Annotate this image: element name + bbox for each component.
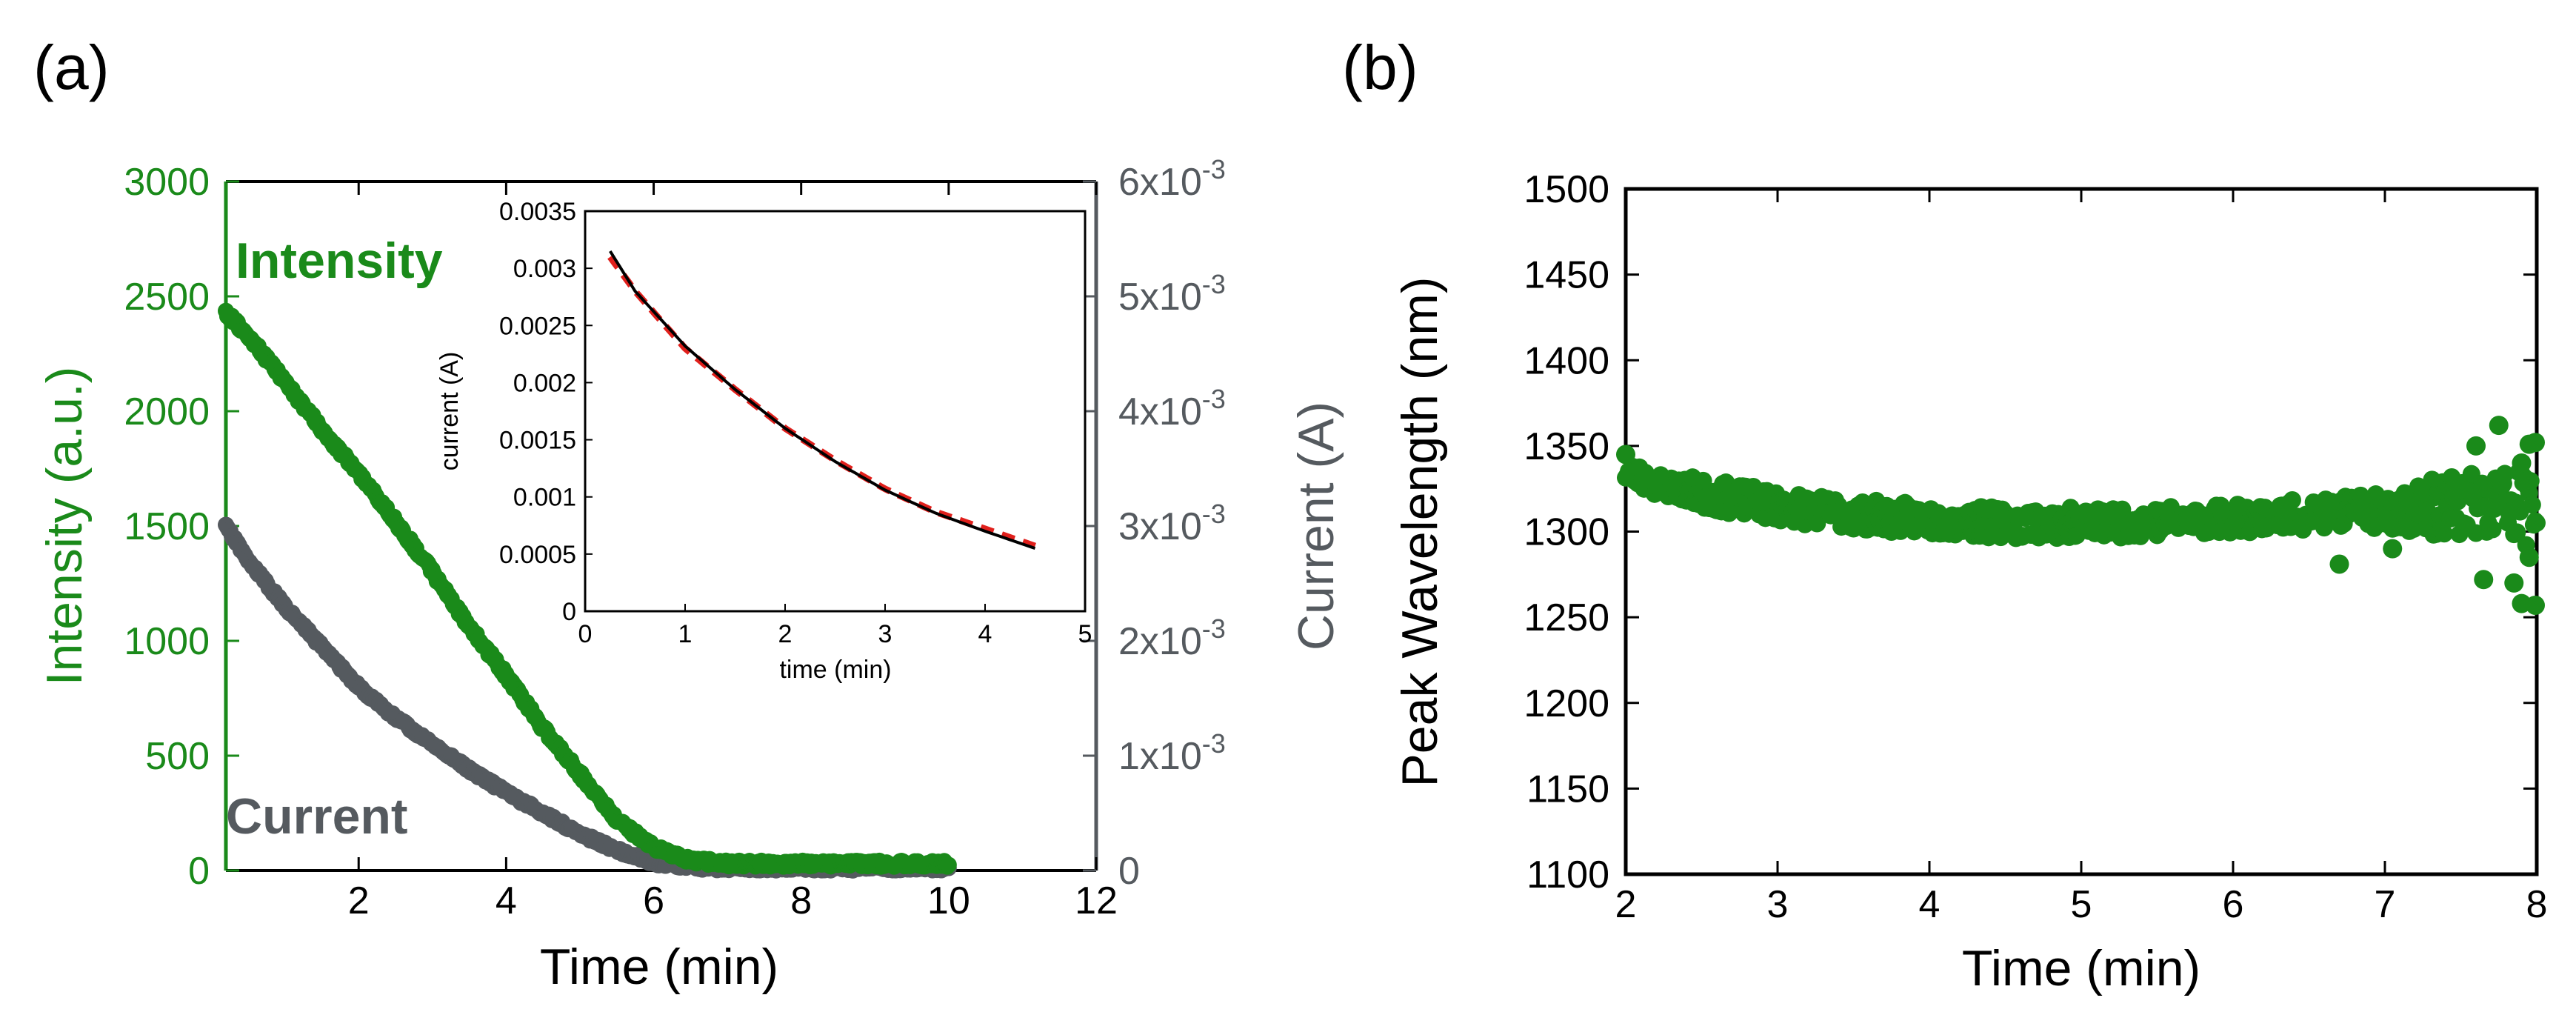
b-x-axis-label: Time (min): [1962, 940, 2200, 996]
wavelength-point: [2435, 525, 2453, 543]
a-x-tick-label: 6: [643, 879, 664, 922]
a-y-ticks-left: 0 500 1000 1500 2000 2500 3000: [124, 161, 239, 893]
a-x-tick-label: 2: [348, 879, 370, 922]
inset-y-tick-label: 0.0015: [499, 427, 576, 455]
wavelength-point: [1808, 514, 1826, 533]
b-y-tick-label: 1400: [1524, 339, 1609, 382]
inset-x-tick-label: 0: [578, 620, 593, 648]
a-series: [218, 302, 957, 879]
a-x-tick-label: 12: [1075, 879, 1118, 922]
b-y-tick-label: 1500: [1524, 168, 1609, 211]
b-x-tick-label: 7: [2375, 883, 2396, 926]
b-y-tick-label: 1350: [1524, 425, 1609, 468]
wavelength-outlier: [2383, 539, 2403, 559]
inset-fit-line: [609, 250, 1036, 550]
panel-b-label: (b): [1342, 33, 1418, 102]
inset-x-tick-label: 1: [678, 620, 693, 648]
a-y-tick-label-left: 2000: [124, 390, 210, 433]
b-y-axis-label: Peak Wavelength (nm): [1392, 276, 1448, 787]
wavelength-point: [2483, 520, 2502, 539]
wavelength-outlier: [1616, 445, 1635, 465]
inset-y-axis-label: current (A): [436, 352, 464, 471]
b-y-tick-label: 1100: [1526, 853, 1609, 896]
a-y-tick-label-right: 0: [1118, 850, 1140, 893]
b-x-tick-label: 6: [2223, 883, 2244, 926]
wavelength-outlier: [2466, 436, 2486, 456]
inset-x-tick-label: 4: [978, 620, 992, 648]
wavelength-outlier: [2526, 595, 2545, 615]
a-y-tick-label-right: 3x10-3: [1118, 499, 1226, 548]
a-y-axis-label-right: Current (A): [1288, 402, 1344, 650]
inset-frame: [584, 210, 1087, 613]
inset-series: [607, 250, 1036, 550]
inset-background: [585, 211, 1085, 611]
a-y-tick-label-right: 4x10-3: [1118, 384, 1226, 433]
b-x-tick-label: 4: [1919, 883, 1941, 926]
inset-y-tick-label: 0: [562, 598, 576, 626]
inset-y-tick-label: 0.0025: [499, 312, 576, 340]
inset-y-tick-label: 0.0035: [499, 198, 576, 226]
a-x-tick-label: 10: [927, 879, 970, 922]
a-y-axis-label-left: Intensity (a.u.): [36, 367, 93, 686]
a-x-axis-label: Time (min): [540, 939, 778, 995]
inset-y-ticks: 0 0.0005 0.001 0.0015 0.002 0.0025 0.003 0.0035: [499, 198, 593, 626]
inset-y-tick-label: 0.001: [513, 484, 576, 512]
b-x-tick-label: 5: [2071, 883, 2092, 926]
b-y-tick-label: 1250: [1524, 596, 1609, 639]
wavelength-point: [2283, 490, 2301, 509]
inset-x-tick-label: 2: [778, 620, 793, 648]
wavelength-outlier: [2519, 548, 2539, 568]
wavelength-outlier: [2526, 433, 2545, 453]
b-y-tick-label: 1300: [1524, 511, 1609, 554]
intensity-point: [940, 856, 957, 873]
inset-y-tick-label: 0.003: [513, 255, 576, 283]
wavelength-outlier: [2329, 554, 2349, 574]
inset-x-axis-label: time (min): [779, 656, 891, 684]
wavelength-point: [2528, 513, 2546, 532]
wavelength-outlier: [2512, 453, 2532, 473]
panel-b-chart: 2 3 4 5 6 7 8 1100 1150 1200 1250 1300 1350 1400 1450…: [1392, 168, 2547, 996]
inset-x-tick-label: 3: [878, 620, 892, 648]
a-y-tick-label-right: 2x10-3: [1118, 613, 1226, 663]
b-series: [1616, 416, 2546, 615]
a-y-tick-label-left: 1500: [124, 505, 210, 548]
inset-y-tick-label: 0.002: [513, 369, 576, 397]
a-y-tick-label-left: 1000: [124, 620, 210, 663]
a-x-tick-label: 4: [495, 879, 517, 922]
a-x-tick-label: 8: [790, 879, 812, 922]
a-y-tick-label-left: 3000: [124, 161, 210, 204]
inset-x-ticks: 0 1 2 3 4 5: [578, 604, 1092, 648]
wavelength-point: [2523, 496, 2541, 514]
a-y-tick-label-right: 5x10-3: [1118, 269, 1226, 319]
a-current-annotation: Current: [226, 788, 408, 845]
a-y-ticks-right: 0 1x10-3 2x10-3 3x10-3 4x10-3 5x10-3 6x10-3: [1083, 154, 1226, 893]
b-x-tick-label: 8: [2526, 883, 2548, 926]
a-intensity-annotation: Intensity: [236, 233, 443, 289]
a-y-tick-label-right: 1x10-3: [1118, 728, 1226, 778]
wavelength-point: [2495, 465, 2514, 483]
wavelength-point: [2521, 472, 2540, 490]
inset-y-tick-label: 0.0005: [499, 541, 576, 569]
a-y-tick-label-right: 6x10-3: [1118, 154, 1226, 204]
b-y-tick-label: 1150: [1526, 768, 1609, 811]
b-x-tick-label: 3: [1767, 883, 1789, 926]
inset-x-tick-label: 5: [1078, 620, 1092, 648]
a-y-tick-label-left: 0: [188, 850, 210, 893]
wavelength-point: [2508, 523, 2526, 542]
panel-a-label: (a): [33, 33, 110, 102]
b-y-tick-label: 1200: [1524, 682, 1609, 725]
panel-a-inset: 0 1 2 3 4 5 0 0.0005 0.001 0.0015 0.002 0.0025 0.00…: [436, 198, 1092, 684]
b-x-ticks: 2 3 4 5 6 7 8: [1615, 189, 2548, 926]
b-x-tick-label: 2: [1615, 883, 1637, 926]
a-y-tick-label-left: 2500: [124, 276, 210, 319]
a-x-ticks: 2 4 6 8 10 12: [348, 182, 1118, 922]
wavelength-outlier: [2474, 570, 2494, 590]
a-y-tick-label-left: 500: [145, 735, 210, 778]
b-y-ticks: 1100 1150 1200 1250 1300 1350 1400 1450 1500: [1524, 168, 2537, 896]
wavelength-outlier: [2504, 573, 2524, 593]
wavelength-outlier: [2489, 416, 2509, 436]
b-y-tick-label: 1450: [1524, 254, 1609, 297]
